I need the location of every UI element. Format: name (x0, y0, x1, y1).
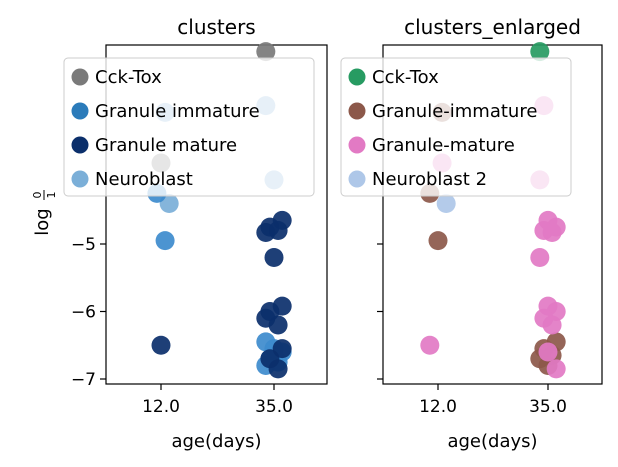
y-axis-label: log 0 1 (31, 190, 58, 236)
scatter-point (530, 42, 550, 62)
scatter-point (256, 223, 276, 243)
y-tick-label: −7 (71, 370, 96, 390)
legend-label: Cck-Tox (95, 67, 162, 88)
legend-marker (348, 68, 366, 86)
legend-marker (348, 170, 366, 188)
legend-label: Granule immature (95, 101, 260, 122)
scatter-point (542, 315, 562, 335)
y-tick-label: −5 (71, 235, 96, 255)
scatter-point (546, 359, 566, 379)
legend-0: Cck-Tox Granule immature Granule mature Neu… (63, 57, 315, 197)
legend-label: Cck-Tox (372, 67, 439, 88)
x-axis-label-clusters: age(days) (171, 431, 261, 452)
x-axis-label-clusters-enlarged: age(days) (447, 431, 537, 452)
legend-marker (71, 170, 89, 188)
chart-title-clusters-enlarged: clusters_enlarged (404, 15, 581, 39)
scatter-point (428, 231, 448, 251)
legend-marker (71, 68, 89, 86)
legend-label: Granule-mature (372, 135, 515, 156)
scatter-point (420, 335, 440, 355)
scatter-point (436, 194, 456, 213)
legends: Cck-Tox Granule immature Granule mature Neu… (63, 57, 572, 197)
x-tick-label: 12.0 (419, 397, 457, 417)
legend-marker (71, 136, 89, 154)
legend-marker (348, 102, 366, 120)
scatter-point (151, 335, 171, 355)
scatter-point (268, 359, 288, 379)
legend-1: Cck-Tox Granule-immature Granule-mature Neu… (340, 57, 572, 197)
scatter-point (538, 342, 558, 362)
legend-marker (71, 102, 89, 120)
y-tick-label: −6 (71, 303, 96, 323)
scatter-point (542, 223, 562, 243)
legend-marker (348, 136, 366, 154)
scatter-point (155, 231, 175, 251)
legend-label: Neuroblast 2 (372, 169, 487, 190)
x-tick-label: 35.0 (255, 397, 293, 417)
y-axis-label-log: log (32, 208, 53, 235)
scatter-point (256, 42, 276, 62)
x-tick-label: 12.0 (142, 397, 180, 417)
y-axis-label-den: 1 (45, 192, 58, 199)
chart-title-clusters: clusters (177, 15, 255, 39)
legend-box (63, 57, 315, 197)
legend-box (340, 57, 572, 197)
scatter-point (264, 248, 284, 267)
legend-label: Neuroblast (95, 169, 193, 190)
y-axis-label-num: 0 (31, 192, 44, 199)
legend-label: Granule-immature (372, 101, 537, 122)
scatter-point (256, 308, 276, 328)
legend-label: Granule mature (95, 135, 237, 156)
scatter-point (530, 248, 550, 267)
x-tick-label: 35.0 (529, 397, 567, 417)
